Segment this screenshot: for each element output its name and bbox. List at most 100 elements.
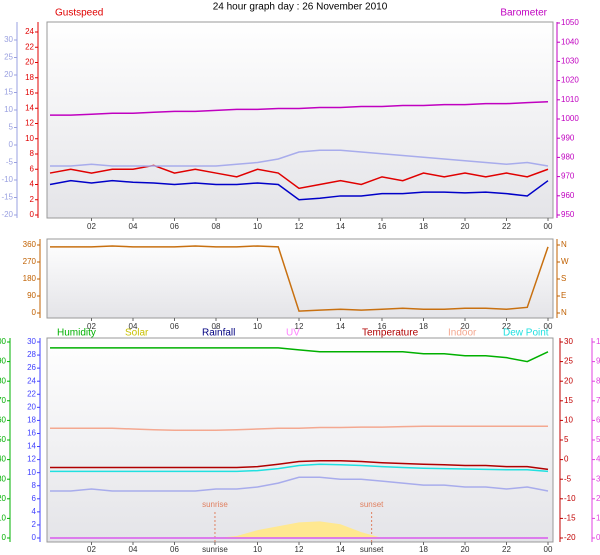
y-tick-label: 2 bbox=[30, 195, 35, 204]
y-tick-label: 3 bbox=[596, 474, 600, 483]
y-tick-label: 8 bbox=[30, 149, 35, 158]
y-tick-label: 10 bbox=[4, 105, 13, 114]
x-tick-label: 10 bbox=[253, 545, 262, 554]
y-tick-label: 270 bbox=[23, 257, 37, 266]
y-tick-label: 4 bbox=[32, 507, 37, 516]
legend-label: UV bbox=[286, 328, 300, 339]
y-tick-label: 0 bbox=[9, 140, 14, 149]
y-tick-label: 25 bbox=[564, 357, 573, 366]
x-tick-label: 10 bbox=[253, 222, 262, 231]
series-line bbox=[50, 347, 549, 363]
y-tick-label: 960 bbox=[561, 191, 575, 200]
y-tick-label: 60 bbox=[0, 416, 7, 425]
y-tick-label: 6 bbox=[30, 164, 35, 173]
y-tick-label: 20 bbox=[0, 494, 7, 503]
series-line bbox=[50, 476, 549, 492]
y-tick-label: 30 bbox=[564, 337, 573, 346]
y-tick-label: 6 bbox=[596, 416, 600, 425]
y-tick-label: 0 bbox=[32, 533, 37, 542]
legend-label: Dew Point bbox=[503, 328, 549, 339]
y-tick-label: 30 bbox=[27, 337, 36, 346]
x-tick-label: 20 bbox=[461, 322, 470, 331]
y-tick-label: E bbox=[561, 291, 566, 300]
x-tick-label: 20 bbox=[461, 545, 470, 554]
plot-area bbox=[46, 21, 554, 219]
y-tick-label: 1000 bbox=[561, 114, 579, 123]
y-tick-label: W bbox=[561, 257, 569, 266]
y-tick-label: 26 bbox=[27, 363, 36, 372]
x-tick-label: 08 bbox=[212, 322, 221, 331]
y-tick-label: 2 bbox=[32, 520, 37, 529]
x-tick-label: sunset bbox=[360, 545, 384, 554]
y-tick-label: 25 bbox=[4, 53, 13, 62]
series-line bbox=[50, 100, 549, 116]
x-tick-label: 20 bbox=[461, 222, 470, 231]
y-tick-label: 0 bbox=[564, 455, 569, 464]
x-tick-label: 06 bbox=[170, 322, 179, 331]
y-tick-label: 0 bbox=[596, 533, 600, 542]
y-tick-label: 22 bbox=[27, 389, 36, 398]
y-tick-label: -10 bbox=[1, 175, 13, 184]
legend-label: Solar bbox=[125, 328, 149, 339]
x-tick-label: 00 bbox=[544, 322, 553, 331]
y-tick-label: -5 bbox=[564, 474, 572, 483]
y-tick-label: 5 bbox=[564, 435, 569, 444]
y-tick-label: S bbox=[561, 274, 566, 283]
x-tick-label: 00 bbox=[544, 222, 553, 231]
x-tick-label: 06 bbox=[170, 545, 179, 554]
legend-label: Rainfall bbox=[202, 328, 235, 339]
x-tick-label: 02 bbox=[87, 222, 96, 231]
y-tick-label: N bbox=[561, 308, 567, 317]
x-tick-label: 12 bbox=[295, 322, 304, 331]
x-tick-label: 18 bbox=[419, 322, 428, 331]
x-tick-label: 02 bbox=[87, 545, 96, 554]
legend-label: Barometer bbox=[500, 8, 547, 19]
y-tick-label: 80 bbox=[0, 376, 7, 385]
y-tick-label: 980 bbox=[561, 153, 575, 162]
y-tick-label: 40 bbox=[0, 455, 7, 464]
y-tick-label: -10 bbox=[564, 494, 576, 503]
y-tick-label: -20 bbox=[1, 210, 13, 219]
series-line bbox=[50, 460, 549, 471]
y-tick-label: 20 bbox=[27, 402, 36, 411]
chart-title: 24 hour graph day : 26 November 2010 bbox=[213, 2, 388, 13]
x-tick-label: 04 bbox=[129, 222, 138, 231]
y-tick-label: 1020 bbox=[561, 76, 579, 85]
x-tick-label: 02 bbox=[87, 322, 96, 331]
y-tick-label: 20 bbox=[564, 376, 573, 385]
y-tick-label: 2 bbox=[596, 494, 600, 503]
y-tick-label: 6 bbox=[32, 494, 37, 503]
y-tick-label: 4 bbox=[596, 455, 600, 464]
plot-area bbox=[46, 337, 554, 543]
y-tick-label: 70 bbox=[0, 396, 7, 405]
y-tick-label: 9 bbox=[596, 357, 600, 366]
y-tick-label: 30 bbox=[4, 35, 13, 44]
x-tick-label: 08 bbox=[212, 222, 221, 231]
y-tick-label: 90 bbox=[27, 291, 36, 300]
x-tick-label: 18 bbox=[419, 222, 428, 231]
plot-area bbox=[46, 238, 554, 319]
y-tick-label: 1040 bbox=[561, 37, 579, 46]
y-tick-label: 10 bbox=[564, 416, 573, 425]
y-tick-label: 0 bbox=[30, 210, 35, 219]
y-tick-label: 15 bbox=[564, 396, 573, 405]
y-tick-label: 1050 bbox=[561, 18, 579, 27]
x-tick-label: 16 bbox=[378, 222, 387, 231]
y-tick-label: 950 bbox=[561, 210, 575, 219]
annotation: sunrise bbox=[202, 500, 228, 509]
y-tick-label: 8 bbox=[32, 481, 37, 490]
y-tick-label: 16 bbox=[25, 88, 34, 97]
series-line bbox=[50, 425, 548, 431]
x-tick-label: 14 bbox=[336, 545, 345, 554]
area bbox=[50, 521, 548, 538]
y-tick-label: 50 bbox=[0, 435, 7, 444]
legend-label: Humidity bbox=[57, 328, 96, 339]
y-tick-label: 18 bbox=[25, 73, 34, 82]
y-tick-label: 24 bbox=[25, 27, 34, 36]
y-tick-label: 1010 bbox=[561, 95, 579, 104]
x-tick-label: 14 bbox=[336, 322, 345, 331]
y-tick-label: 12 bbox=[25, 119, 34, 128]
y-tick-label: 0 bbox=[2, 533, 7, 542]
x-tick-label: 18 bbox=[419, 545, 428, 554]
